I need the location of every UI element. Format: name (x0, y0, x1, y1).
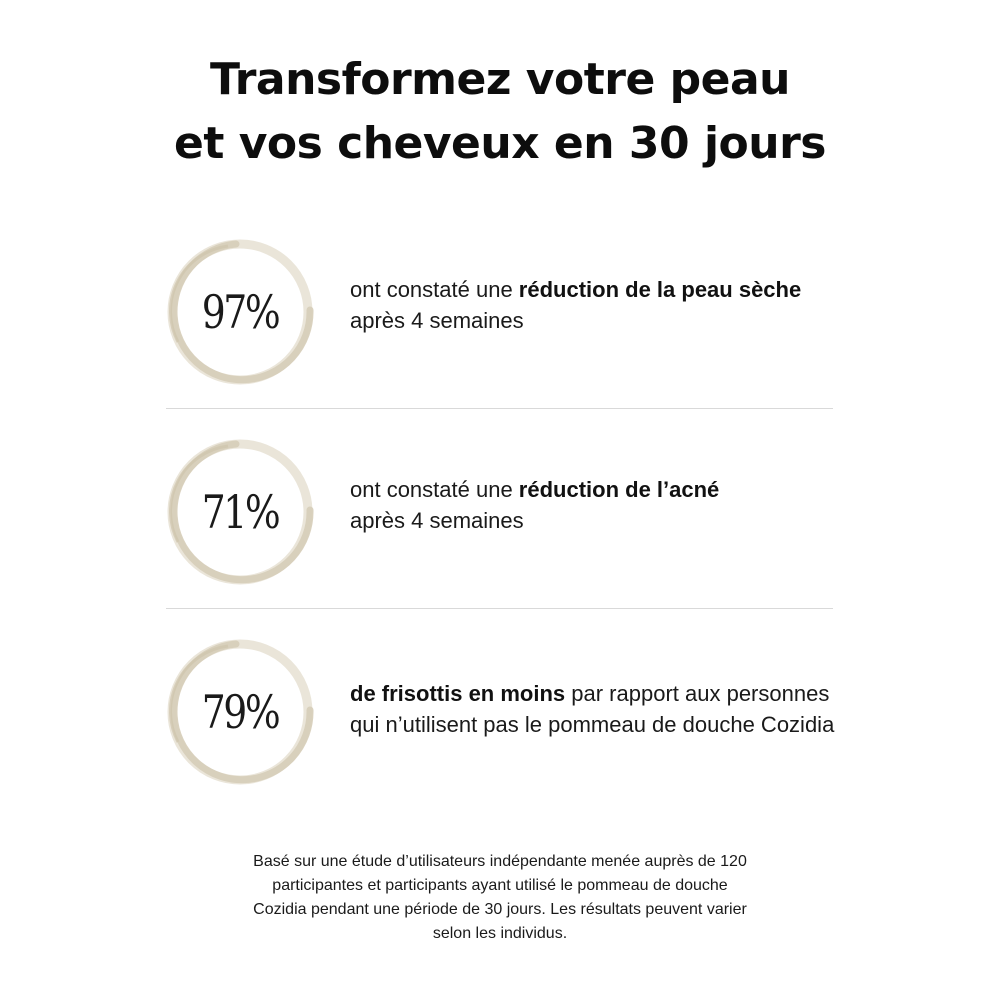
title-line-1: Transformez votre peau (210, 54, 790, 105)
footnote-line-2: participantes et participants ayant util… (272, 877, 728, 894)
footnote-line-1: Basé sur une étude d’utilisateurs indépe… (253, 853, 747, 870)
stat-percent: 79% (201, 685, 281, 739)
footnote: Basé sur une étude d’utilisateurs indépe… (190, 850, 810, 946)
stat-percent: 97% (201, 285, 281, 339)
stat-acne: 71% ont constaté une réduction de l’acné… (160, 432, 960, 592)
divider (166, 408, 833, 409)
stat-percent: 71% (201, 485, 281, 539)
stat-frizz: 79% de frisottis en moins par rapport au… (160, 632, 960, 792)
brush-ring-icon: 97% (160, 232, 320, 392)
stat-description: de frisottis en moins par rapport aux pe… (350, 681, 835, 737)
footnote-line-4: selon les individus. (432, 925, 568, 942)
stat-highlight: réduction de la peau sèche (518, 277, 802, 302)
page-title: Transformez votre peau et vos cheveux en… (0, 48, 1000, 176)
title-line-2: et vos cheveux en 30 jours (174, 118, 826, 169)
brush-ring-icon: 71% (160, 432, 320, 592)
divider (166, 608, 833, 609)
stat-description: ont constaté une réduction de l’acné apr… (350, 477, 720, 533)
stat-highlight: de frisottis en moins (350, 681, 566, 706)
brush-ring-icon: 79% (160, 632, 320, 792)
stat-highlight: réduction de l’acné (518, 477, 720, 502)
footnote-line-3: Cozidia pendant une période de 30 jours.… (253, 901, 747, 918)
stat-dry-skin: 97% ont constaté une réduction de la pea… (160, 232, 960, 392)
stat-description: ont constaté une réduction de la peau sè… (350, 277, 802, 333)
